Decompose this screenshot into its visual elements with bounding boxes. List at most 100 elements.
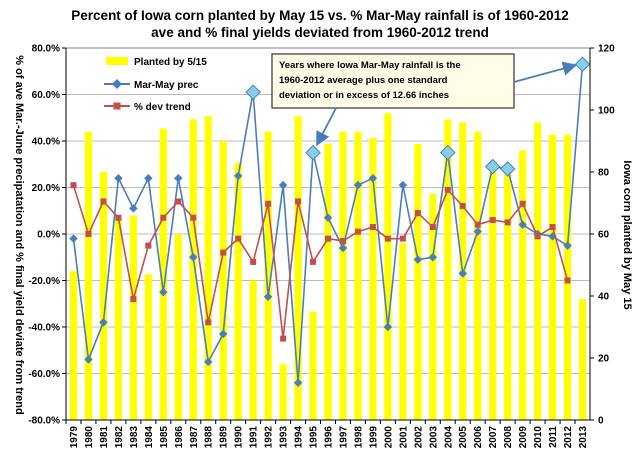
x-axis-tick-label: 1990 xyxy=(234,426,245,449)
x-axis-tick-label: 1981 xyxy=(99,426,110,449)
marker-prec-1988 xyxy=(203,357,213,367)
x-axis-tick-label: 1999 xyxy=(368,426,379,449)
highlight-marker-1995 xyxy=(305,144,321,161)
marker-dev-1990 xyxy=(235,235,242,242)
x-axis-tick-label: 2001 xyxy=(398,426,409,449)
x-axis-tick-label: 2012 xyxy=(563,426,574,449)
right-axis-tick-label: 80 xyxy=(598,168,610,179)
marker-dev-1984 xyxy=(145,242,152,249)
marker-prec-1981 xyxy=(99,318,108,327)
chart-title-line-1: Percent of Iowa corn planted by May 15 v… xyxy=(71,8,568,23)
bar-planted-1991 xyxy=(249,280,257,420)
marker-dev-2006 xyxy=(474,221,481,228)
bar-planted-1985 xyxy=(159,128,167,420)
legend-swatch-dev-marker xyxy=(113,102,121,110)
arrow-to-2013 xyxy=(513,61,578,83)
bar-planted-1988 xyxy=(204,116,212,420)
marker-dev-1987 xyxy=(190,214,197,221)
bar-planted-2007 xyxy=(489,165,497,420)
x-axis-tick-label: 2009 xyxy=(518,426,529,449)
x-axis-tick-label: 1989 xyxy=(219,426,230,449)
highlight-marker-2008 xyxy=(499,161,516,177)
bar-planted-2003 xyxy=(429,193,437,420)
highlight-marker-2013 xyxy=(574,56,591,73)
legend-swatch-planted xyxy=(106,57,128,65)
x-axis-tick-label: 1987 xyxy=(189,426,200,449)
left-axis-tick-label: -60.0% xyxy=(28,369,60,380)
bar-planted-1995 xyxy=(309,311,317,420)
marker-dev-1993 xyxy=(280,335,287,342)
legend-swatch-prec-marker xyxy=(112,79,122,89)
bar-planted-2010 xyxy=(534,122,542,421)
bar-planted-2013 xyxy=(578,299,587,420)
annotation-box xyxy=(271,53,515,109)
marker-prec-1979 xyxy=(69,234,78,243)
marker-dev-2010 xyxy=(534,233,541,240)
bar-series-planted xyxy=(69,113,587,421)
x-axis-tick-label: 2013 xyxy=(578,426,589,449)
line-series xyxy=(69,56,591,388)
marker-dev-2008 xyxy=(504,219,511,226)
marker-prec-1993 xyxy=(278,180,288,190)
x-axis-tick-label: 1980 xyxy=(84,426,95,449)
x-axis-tick-label: 1996 xyxy=(324,426,335,449)
x-axis-tick-label: 2006 xyxy=(473,426,484,449)
marker-dev-1986 xyxy=(175,198,182,205)
marker-dev-2012 xyxy=(564,277,571,284)
marker-dev-1999 xyxy=(369,224,376,231)
marker-prec-1999 xyxy=(368,173,378,183)
legend-label-dev: % dev trend xyxy=(134,102,191,113)
marker-dev-1981 xyxy=(100,198,107,205)
legend: Planted by 5/15 Mar-May prec % dev trend xyxy=(104,57,207,113)
x-axis-tick-label: 2003 xyxy=(428,426,439,449)
x-axis-tick-label: 1983 xyxy=(129,426,140,449)
axes: -80.0% -60.0% -40.0% -20.0% 0.0% 20.0% 40.0% 60… xyxy=(28,44,615,449)
marker-dev-1997 xyxy=(339,237,346,244)
bar-planted-1980 xyxy=(84,131,93,420)
marker-prec-2002 xyxy=(413,255,423,264)
marker-prec-1987 xyxy=(189,253,198,262)
left-axis-tick-label: 80.0% xyxy=(32,44,60,55)
x-axis-tick-label: 1998 xyxy=(353,426,364,449)
marker-dev-1979 xyxy=(70,182,77,189)
marker-dev-2002 xyxy=(414,210,421,217)
marker-prec-1994 xyxy=(293,378,303,388)
bar-planted-1982 xyxy=(114,218,122,420)
right-axis-tick-label: 40 xyxy=(598,292,610,303)
bar-planted-1984 xyxy=(144,274,152,420)
marker-dev-2005 xyxy=(459,203,466,210)
bar-planted-2001 xyxy=(399,243,407,420)
marker-prec-1996 xyxy=(323,213,333,222)
right-axis-tick-label: 0 xyxy=(598,416,604,427)
bar-planted-1998 xyxy=(354,131,362,420)
bar-planted-1992 xyxy=(264,131,272,420)
marker-dev-1996 xyxy=(325,235,331,242)
left-axis-tick-label: -40.0% xyxy=(28,323,60,334)
bar-planted-2011 xyxy=(548,134,557,421)
bar-planted-2008 xyxy=(504,165,512,420)
left-axis-tick-label: 0.0% xyxy=(37,230,60,241)
x-axis-tick-label: 1986 xyxy=(174,426,185,449)
x-axis-tick-label: 2004 xyxy=(443,426,454,449)
marker-prec-1984 xyxy=(144,173,153,183)
bar-planted-1981 xyxy=(99,172,108,420)
marker-prec-1992 xyxy=(263,292,273,302)
marker-dev-1994 xyxy=(295,198,302,205)
marker-dev-2007 xyxy=(489,217,496,224)
marker-prec-1982 xyxy=(114,173,123,183)
marker-dev-1995 xyxy=(310,258,317,265)
left-axis-tick-label: -20.0% xyxy=(28,276,60,287)
bar-planted-1994 xyxy=(294,116,302,420)
marker-dev-2001 xyxy=(399,235,406,242)
marker-dev-1988 xyxy=(205,319,212,326)
marker-prec-1997 xyxy=(338,243,348,253)
marker-dev-2004 xyxy=(444,186,451,193)
marker-dev-2009 xyxy=(519,200,526,207)
marker-dev-2000 xyxy=(384,235,391,242)
marker-dev-1985 xyxy=(160,214,167,221)
left-axis-tick-label: 40.0% xyxy=(32,137,60,148)
x-axis-tick-label: 1991 xyxy=(249,426,260,449)
bar-planted-2002 xyxy=(414,144,422,420)
bar-planted-1986 xyxy=(174,234,182,420)
x-axis-tick-label: 2002 xyxy=(413,426,424,449)
